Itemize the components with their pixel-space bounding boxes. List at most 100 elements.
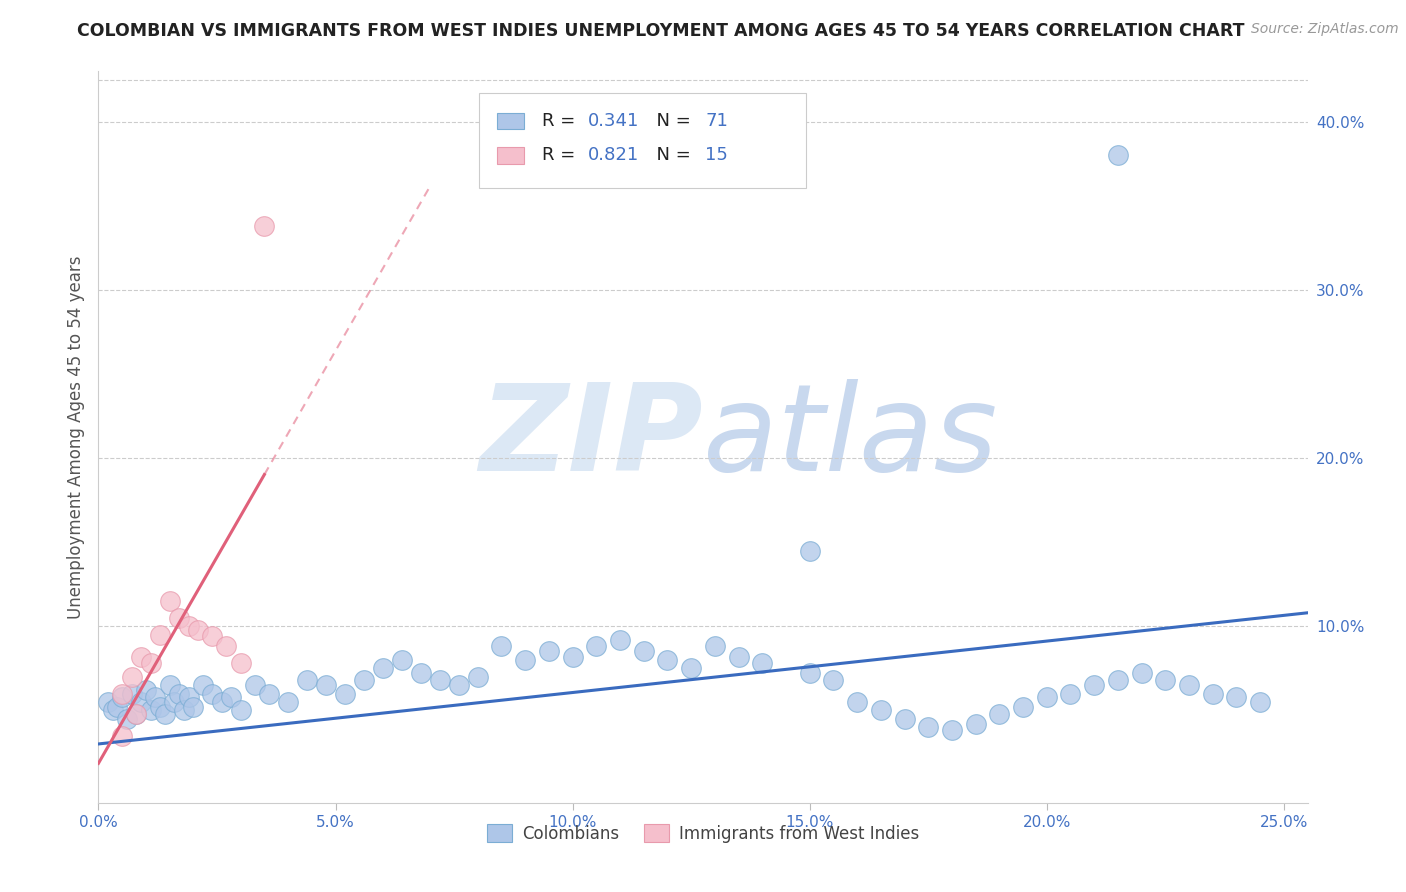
Text: 15: 15 [706,146,728,164]
FancyBboxPatch shape [498,113,524,129]
Point [609,632,631,647]
Point [243,678,266,692]
Point [257,686,280,700]
Point [219,690,242,704]
Point [1154,673,1177,687]
Point [125,706,148,721]
Point [111,686,134,700]
Text: N =: N = [645,112,696,130]
Point [177,690,200,704]
Point [149,627,172,641]
Text: atlas: atlas [703,378,998,496]
Point [173,703,195,717]
Point [191,678,214,692]
Point [353,673,375,687]
Point [941,723,963,738]
Point [846,695,869,709]
Point [167,686,190,700]
Point [121,670,143,684]
Text: R =: R = [543,146,581,164]
Point [177,619,200,633]
Point [447,678,470,692]
Point [97,695,120,709]
Point [681,661,703,675]
Point [1036,690,1059,704]
Point [751,657,773,671]
Point [159,594,181,608]
Point [277,695,299,709]
Point [101,703,124,717]
Point [561,649,583,664]
Point [823,673,845,687]
Y-axis label: Unemployment Among Ages 45 to 54 years: Unemployment Among Ages 45 to 54 years [66,255,84,619]
Point [869,703,891,717]
Point [1178,678,1201,692]
Point [467,670,489,684]
Point [1107,148,1129,162]
Point [585,640,607,654]
Point [315,678,337,692]
Point [163,695,186,709]
Point [491,640,513,654]
Point [125,706,148,721]
Point [139,703,162,717]
Point [295,673,318,687]
Point [1107,673,1129,687]
Point [799,543,821,558]
Point [727,649,749,664]
Point [229,657,252,671]
Point [181,700,204,714]
Point [253,219,276,233]
Text: R =: R = [543,112,581,130]
Text: N =: N = [645,146,696,164]
Legend: Colombians, Immigrants from West Indies: Colombians, Immigrants from West Indies [479,818,927,849]
Point [917,720,939,734]
FancyBboxPatch shape [498,147,524,163]
Point [201,686,224,700]
Point [115,712,138,726]
Point [143,690,166,704]
Point [149,700,172,714]
Point [211,695,233,709]
Point [167,611,190,625]
Text: COLOMBIAN VS IMMIGRANTS FROM WEST INDIES UNEMPLOYMENT AMONG AGES 45 TO 54 YEARS : COLOMBIAN VS IMMIGRANTS FROM WEST INDIES… [77,22,1244,40]
FancyBboxPatch shape [479,94,806,188]
Point [391,653,413,667]
Point [1225,690,1247,704]
Point [111,690,134,704]
Point [159,678,181,692]
Text: 0.821: 0.821 [588,146,640,164]
Point [893,712,915,726]
Point [1130,666,1153,681]
Point [201,629,224,643]
Point [1059,686,1081,700]
Point [703,640,725,654]
Point [799,666,821,681]
Point [129,695,152,709]
Point [215,640,238,654]
Text: 0.341: 0.341 [588,112,640,130]
Point [1202,686,1225,700]
Point [121,686,143,700]
Point [187,623,209,637]
Text: 71: 71 [706,112,728,130]
Point [105,700,128,714]
Text: Source: ZipAtlas.com: Source: ZipAtlas.com [1251,22,1399,37]
Point [515,653,537,667]
Point [409,666,432,681]
Point [229,703,252,717]
Point [111,729,134,743]
Point [429,673,451,687]
Point [1083,678,1105,692]
Point [657,653,679,667]
Point [135,683,157,698]
Point [333,686,356,700]
Point [129,649,152,664]
Point [1012,700,1035,714]
Point [139,657,162,671]
Point [371,661,394,675]
Point [537,644,560,658]
Point [633,644,655,658]
Point [988,706,1011,721]
Text: ZIP: ZIP [479,378,703,496]
